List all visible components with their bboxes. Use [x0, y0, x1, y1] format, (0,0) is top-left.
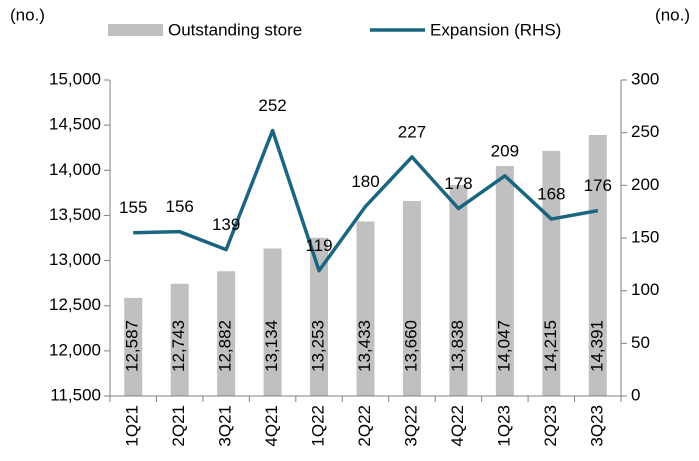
- y2-tick-label: 0: [631, 385, 640, 404]
- line-value-label: 156: [165, 197, 193, 216]
- y-tick-label: 14,500: [49, 115, 101, 134]
- line-value-label: 178: [444, 174, 472, 193]
- y2-tick-label: 200: [631, 175, 659, 194]
- line-value-label: 168: [537, 185, 565, 204]
- y-tick-label: 15,000: [49, 69, 101, 88]
- bar: [449, 184, 468, 396]
- legend-label: Outstanding store: [168, 20, 302, 39]
- x-tick-label: 2Q22: [355, 405, 374, 447]
- bar-value-label: 12,882: [216, 320, 235, 372]
- line-value-label: 139: [212, 215, 240, 234]
- bar-value-label: 13,433: [355, 320, 374, 372]
- y2-tick-label: 300: [631, 69, 659, 88]
- x-tick-label: 1Q22: [309, 405, 328, 447]
- bar: [588, 134, 607, 396]
- bar-value-label: 13,134: [262, 320, 281, 372]
- bar: [124, 297, 143, 396]
- bar: [170, 283, 189, 396]
- x-tick-label: 2Q23: [541, 405, 560, 447]
- y2-tick-label: 100: [631, 280, 659, 299]
- bar: [263, 248, 282, 396]
- bar: [310, 237, 329, 396]
- x-tick-label: 4Q21: [262, 405, 281, 447]
- y-tick-label: 12,500: [49, 295, 101, 314]
- bar-value-label: 14,215: [541, 320, 560, 372]
- line-value-label: 252: [258, 96, 286, 115]
- y-tick-label: 14,000: [49, 160, 101, 179]
- bar: [402, 200, 421, 396]
- x-tick-label: 3Q21: [216, 405, 235, 447]
- y-tick-label: 13,000: [49, 250, 101, 269]
- line-value-label: 176: [584, 176, 612, 195]
- x-tick-label: 4Q22: [448, 405, 467, 447]
- x-tick-label: 2Q21: [169, 405, 188, 447]
- line-value-label: 227: [398, 122, 426, 141]
- x-tick-label: 3Q22: [401, 405, 420, 447]
- x-tick-label: 1Q21: [123, 405, 142, 447]
- bar-value-label: 13,838: [448, 320, 467, 372]
- y-tick-label: 12,000: [49, 340, 101, 359]
- bar-value-label: 13,660: [401, 320, 420, 372]
- line-value-label: 119: [305, 236, 332, 255]
- y2-axis-label: (no.): [655, 5, 690, 24]
- y2-tick-label: 150: [631, 227, 659, 246]
- bar: [356, 221, 375, 396]
- line-value-label: 209: [491, 141, 519, 160]
- line: [133, 128, 599, 273]
- line-value-label: 180: [351, 172, 379, 191]
- y2-tick-label: 50: [631, 333, 650, 352]
- bar-value-label: 14,047: [494, 320, 513, 372]
- y-tick-label: 11,500: [50, 385, 101, 404]
- bar: [542, 150, 561, 396]
- y-axis-label: (no.): [10, 5, 45, 24]
- y-tick-label: 13,500: [49, 205, 101, 224]
- x-tick-label: 3Q23: [587, 405, 606, 447]
- bar-value-label: 12,743: [169, 320, 188, 372]
- legend-label: Expansion (RHS): [430, 20, 561, 39]
- bar: [495, 166, 514, 396]
- y2-tick-label: 250: [631, 122, 659, 141]
- line-value-label: 155: [119, 198, 147, 217]
- bar-value-label: 12,587: [123, 320, 142, 372]
- x-tick-label: 1Q23: [494, 405, 513, 447]
- bar: [217, 271, 236, 396]
- legend-swatch: [108, 24, 163, 36]
- bar-value-label: 14,391: [587, 320, 606, 372]
- bar-value-label: 13,253: [309, 320, 328, 372]
